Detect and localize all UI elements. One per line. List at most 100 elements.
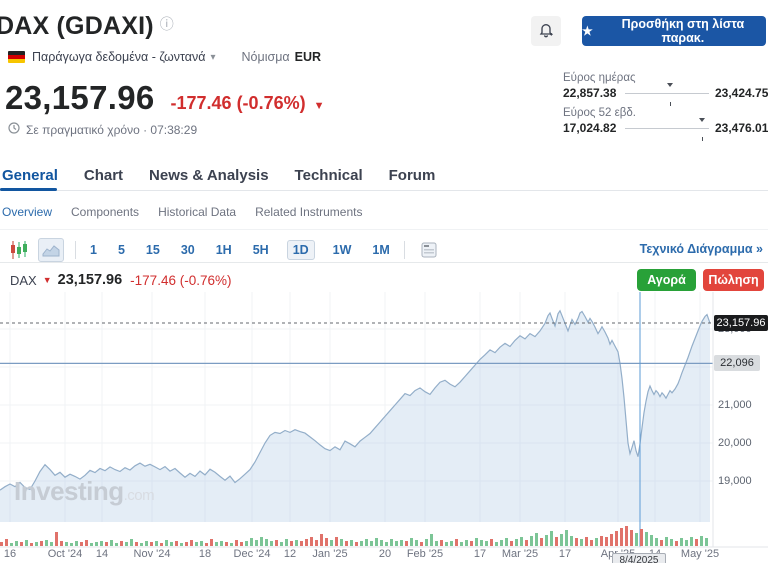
timeframe-group: 1 5 15 30 1H 5H 1D 1W 1M [87, 240, 393, 260]
wk52-range-low: 17,024.82 [563, 121, 617, 135]
watermark: Investing.com [14, 476, 155, 506]
clock-icon [8, 122, 20, 137]
crosshair-date-tooltip: 8/4/2025 [612, 553, 666, 563]
germany-flag-icon [8, 51, 25, 63]
timeframe-15[interactable]: 15 [145, 243, 160, 257]
buy-button[interactable]: Αγορά [637, 269, 696, 291]
info-icon[interactable]: ⓘ [159, 15, 174, 32]
last-price: 23,157.96 [5, 79, 155, 116]
sell-button[interactable]: Πώληση [703, 269, 764, 291]
timeframe-1h[interactable]: 1H [215, 243, 232, 257]
x-tick-label: 16 [3, 548, 17, 560]
chart-header: DAX ▼ 23,157.96 -177.46 (-0.76%) [10, 268, 231, 292]
market-type-label[interactable]: Παράγωγα δεδομένα - ζωντανά [32, 50, 206, 64]
day-range-marker [667, 83, 674, 106]
currency-value: EUR [294, 50, 322, 64]
x-tick-label: Oct '24 [47, 548, 83, 560]
x-tick-label: 18 [198, 548, 212, 560]
market-info-row: Παράγωγα δεδομένα - ζωντανά ▾ Νόμισμα EU… [8, 50, 321, 64]
x-tick-label: Mar '25 [501, 548, 539, 560]
day-range-row: 22,857.38 23,424.75 [563, 83, 768, 106]
chart-symbol: DAX [10, 272, 37, 288]
page-title: DAX (GDAXI) [0, 12, 154, 40]
trade-buttons: Αγορά Πώληση [637, 269, 764, 291]
star-icon: ★ [582, 23, 593, 38]
sub-tabs: Overview Components Historical Data Rela… [2, 205, 362, 219]
x-tick-label: Jan '25 [312, 548, 348, 560]
chart-toolbar: 1 5 15 30 1H 5H 1D 1W 1M [6, 237, 442, 263]
day-range-label: Εύρος ημέρας [563, 72, 636, 84]
area-chart-icon[interactable] [38, 238, 64, 262]
tab-chart[interactable]: Chart [83, 167, 124, 184]
chart-settings-icon[interactable] [416, 238, 442, 262]
chart-last-price: 23,157.96 [57, 272, 123, 288]
wk52-range-slider [625, 118, 709, 141]
chevron-down-icon: ▾ [210, 51, 216, 63]
currency-label: Νόμισμα [241, 50, 290, 64]
subtab-overview[interactable]: Overview [2, 205, 53, 219]
x-axis-labels: 16 Oct '24 14 Nov '24 18 Dec '24 12 Jan '25 20 Fe… [0, 548, 719, 562]
timeframe-1w[interactable]: 1W [332, 243, 352, 257]
day-range-high: 23,424.75 [715, 86, 768, 100]
x-tick-label: Feb '25 [406, 548, 444, 560]
wk52-range-row: 17,024.82 23,476.01 [563, 118, 768, 141]
x-tick-label: 17 [473, 548, 487, 560]
timeframe-1d[interactable]: 1D [286, 240, 315, 260]
wk52-range-label: Εύρος 52 εβδ. [563, 107, 636, 119]
x-tick-label: 14 [95, 548, 109, 560]
y-tick-label: 19,000 [718, 475, 752, 487]
technical-chart-link[interactable]: Τεχνικό Διάγραμμα » [639, 242, 763, 256]
create-alert-button[interactable] [531, 16, 561, 46]
timeframe-5[interactable]: 5 [117, 243, 125, 257]
realtime-row: Σε πραγματικό χρόνο · 07:38:29 [8, 122, 197, 137]
main-tabs: General Chart News & Analysis Technical … [2, 167, 435, 196]
watchlist-button-label: Προσθήκη στη λίστα παρακ. [621, 17, 745, 45]
subtab-historical-data[interactable]: Historical Data [158, 205, 237, 219]
add-to-watchlist-button[interactable]: ★ Προσθήκη στη λίστα παρακ. [582, 16, 766, 46]
level-axis-badge: 22,096 [714, 355, 760, 372]
timeframe-5h[interactable]: 5H [252, 243, 269, 257]
toolbar-separator [75, 241, 76, 259]
subtab-related-instruments[interactable]: Related Instruments [255, 205, 363, 219]
day-range-slider [625, 83, 709, 106]
timeframe-1[interactable]: 1 [90, 243, 97, 257]
price-row: 23,157.96 -177.46 (-0.76%) ▼ [5, 79, 324, 117]
realtime-label: Σε πραγματικό χρόνο · 07:38:29 [26, 122, 198, 137]
bell-plus-icon [538, 22, 554, 41]
x-tick-label: Nov '24 [133, 548, 171, 560]
price-down-arrow-icon: ▼ [313, 100, 325, 112]
x-tick-label: 20 [378, 548, 392, 560]
tabs-divider [0, 190, 768, 191]
day-range-low: 22,857.38 [563, 86, 617, 100]
chart-price-change: -177.46 (-0.76%) [130, 272, 232, 288]
y-tick-label: 20,000 [718, 437, 752, 449]
tab-technical[interactable]: Technical [294, 167, 363, 184]
last-price-axis-badge: 23,157.96 [714, 314, 768, 331]
tab-forum[interactable]: Forum [388, 167, 436, 184]
x-tick-label: May '25 [680, 548, 720, 560]
price-change: -177.46 (-0.76%) [170, 93, 306, 113]
toolbar-divider [0, 262, 768, 263]
y-tick-label: 21,000 [718, 399, 752, 411]
timeframe-1m[interactable]: 1M [372, 243, 390, 257]
active-tab-underline [0, 188, 57, 191]
header-title-row: DAX (GDAXI) ⓘ [0, 12, 174, 41]
wk52-range-marker [699, 118, 706, 141]
chart-down-arrow-icon: ▼ [42, 275, 52, 285]
tab-general[interactable]: General [2, 167, 58, 184]
timeframe-30[interactable]: 30 [180, 243, 195, 257]
toolbar-separator-2 [403, 241, 405, 259]
wk52-range-high: 23,476.01 [715, 121, 768, 135]
subtabs-divider [0, 229, 768, 230]
x-tick-label: 12 [283, 548, 297, 560]
header-actions: ★ Προσθήκη στη λίστα παρακ. [531, 16, 766, 46]
tab-news-analysis[interactable]: News & Analysis [149, 167, 269, 184]
chart-canvas[interactable] [0, 292, 768, 556]
x-tick-label: 17 [558, 548, 572, 560]
x-tick-label: Dec '24 [233, 548, 271, 560]
candlestick-chart-icon[interactable] [6, 238, 32, 262]
ranges-block: Εύρος ημέρας 22,857.38 23,424.75 Εύρος 5… [563, 72, 768, 142]
subtab-components[interactable]: Components [71, 205, 140, 219]
